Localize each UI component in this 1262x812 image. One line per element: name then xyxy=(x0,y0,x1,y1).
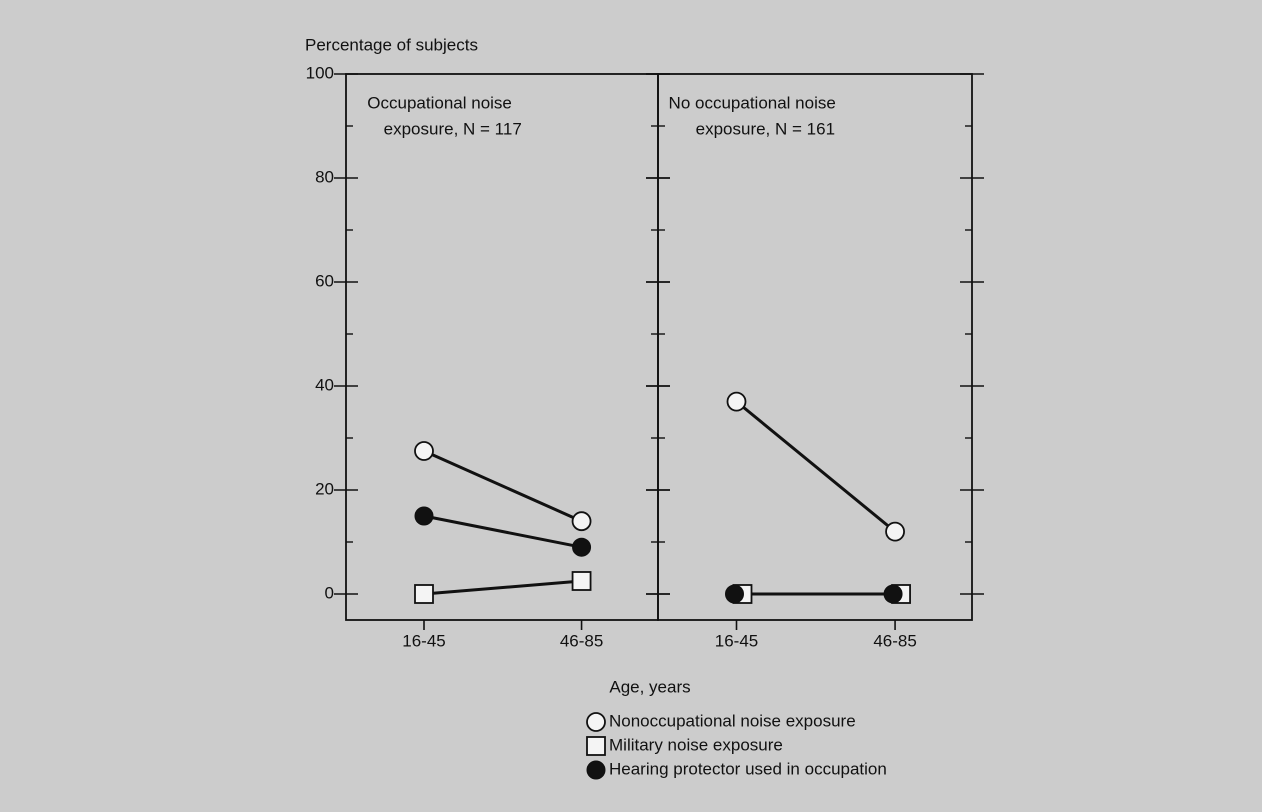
series-line xyxy=(423,514,582,549)
marker-square xyxy=(571,571,592,591)
y-axis-label: Percentage of subjects xyxy=(305,35,478,54)
marker-filled-circle xyxy=(414,506,434,526)
panel-annotation: No occupational noise xyxy=(669,93,836,112)
x-tick-label: 46-85 xyxy=(873,631,916,650)
marker-circle xyxy=(885,521,905,542)
x-tick-label: 16-45 xyxy=(715,631,758,650)
marker-circle xyxy=(571,511,592,532)
panel-annotation: Occupational noise xyxy=(367,93,512,112)
marker-circle xyxy=(414,441,434,461)
x-tick-label: 16-45 xyxy=(402,631,445,650)
marker-filled-circle xyxy=(572,537,592,557)
y-tick-label: 60 xyxy=(315,271,334,290)
legend-label: Hearing protector used in occupation xyxy=(609,759,887,778)
legend-label: Military noise exposure xyxy=(609,735,783,754)
marker-filled-circle xyxy=(586,760,606,780)
series-line xyxy=(423,579,582,596)
marker-square xyxy=(586,736,606,756)
y-tick-label: 0 xyxy=(325,583,334,602)
y-tick-label: 100 xyxy=(306,63,334,82)
series-line xyxy=(423,449,583,523)
panel-annotation: exposure, N = 161 xyxy=(696,119,835,138)
marker-filled-circle xyxy=(725,584,744,604)
marker-square xyxy=(414,584,434,604)
x-tick-label: 46-85 xyxy=(560,631,603,650)
legend-label: Nonoccupational noise exposure xyxy=(609,711,856,730)
marker-filled-circle xyxy=(883,584,903,604)
x-axis-label: Age, years xyxy=(609,677,690,696)
y-tick-label: 40 xyxy=(315,375,334,394)
y-tick-label: 20 xyxy=(315,479,334,498)
series-line xyxy=(735,400,897,533)
panel-annotation: exposure, N = 117 xyxy=(384,119,522,138)
y-tick-label: 80 xyxy=(315,167,334,186)
marker-circle xyxy=(586,712,606,732)
plot-frame xyxy=(657,73,973,621)
marker-circle xyxy=(726,391,747,412)
